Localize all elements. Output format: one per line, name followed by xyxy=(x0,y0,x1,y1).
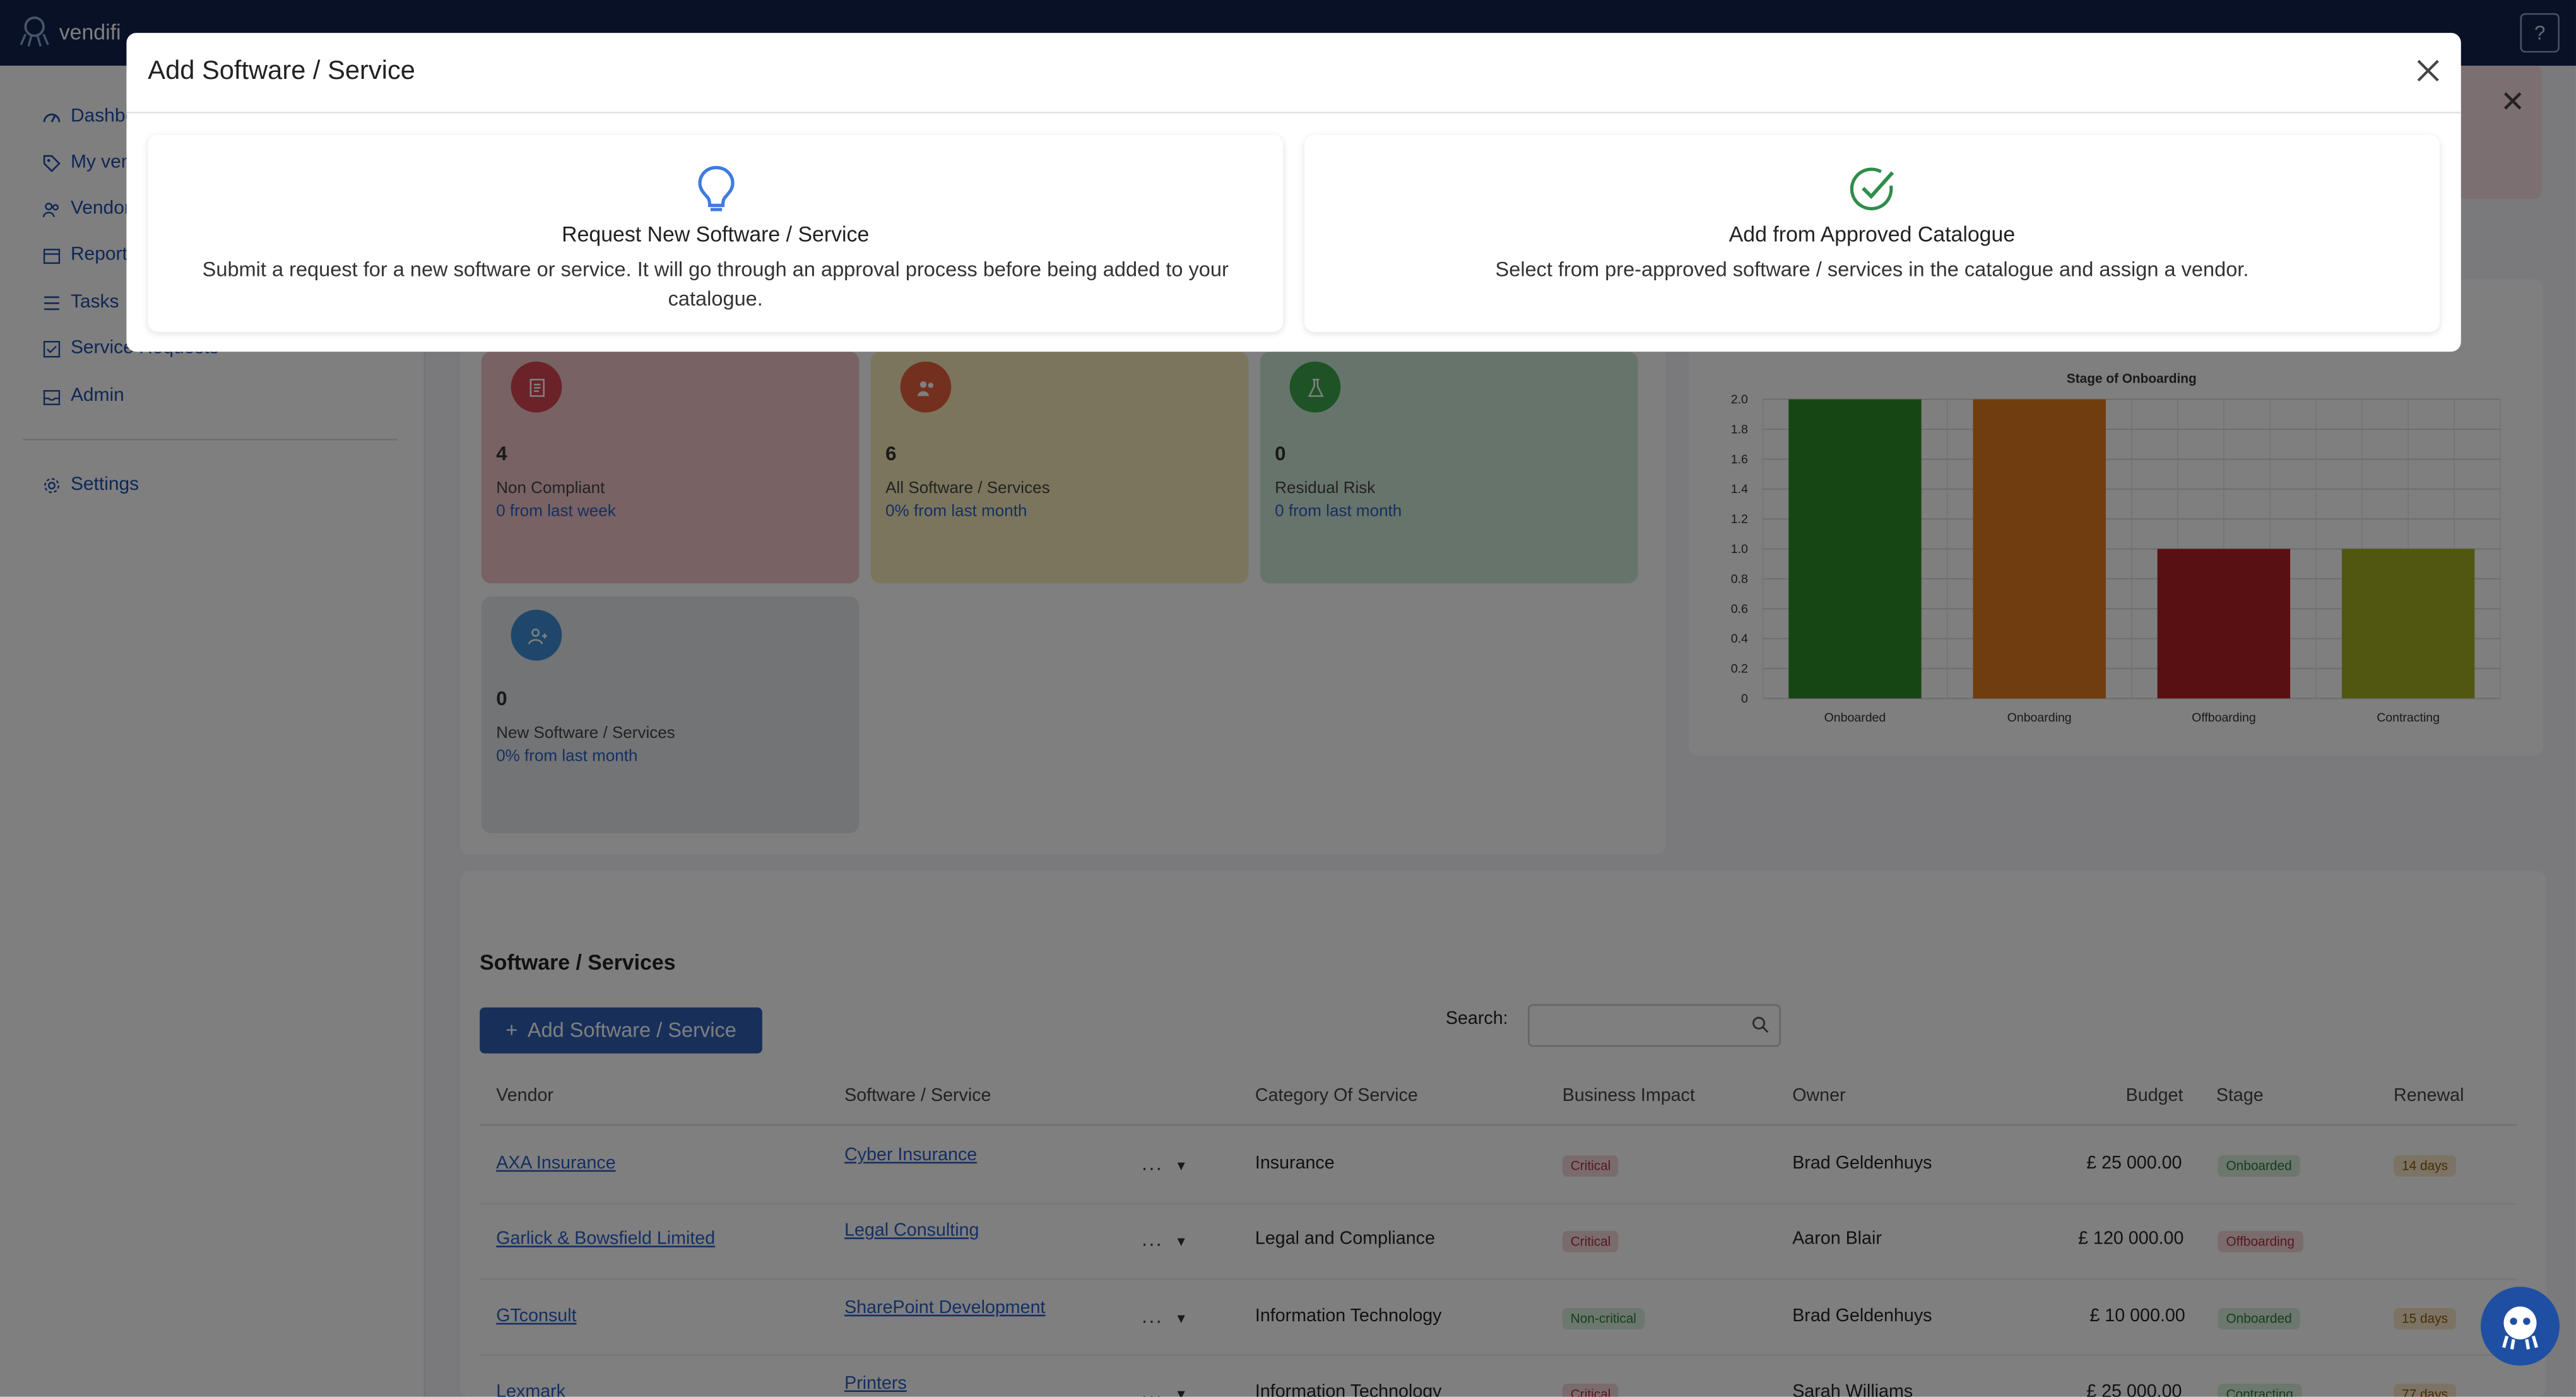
modal-title: Add Software / Service xyxy=(148,57,415,86)
check-circle-icon xyxy=(1849,167,1893,211)
option-title: Add from Approved Catalogue xyxy=(1728,222,2016,247)
add-software-modal: Add Software / Service Request New Softw… xyxy=(126,33,2461,352)
robot-icon xyxy=(2502,1306,2538,1350)
request-new-software-option[interactable]: Request New Software / Service Submit a … xyxy=(148,134,1284,332)
modal-divider xyxy=(126,112,2461,114)
option-description: Select from pre-approved software / serv… xyxy=(1495,258,2249,282)
option-title: Request New Software / Service xyxy=(562,222,870,247)
chat-assistant-button[interactable] xyxy=(2480,1287,2560,1366)
close-icon[interactable] xyxy=(2413,56,2443,86)
lightbulb-icon xyxy=(697,165,734,211)
approved-catalogue-option[interactable]: Add from Approved Catalogue Select from … xyxy=(1304,134,2440,332)
option-description: Submit a request for a new software or s… xyxy=(202,258,1229,311)
